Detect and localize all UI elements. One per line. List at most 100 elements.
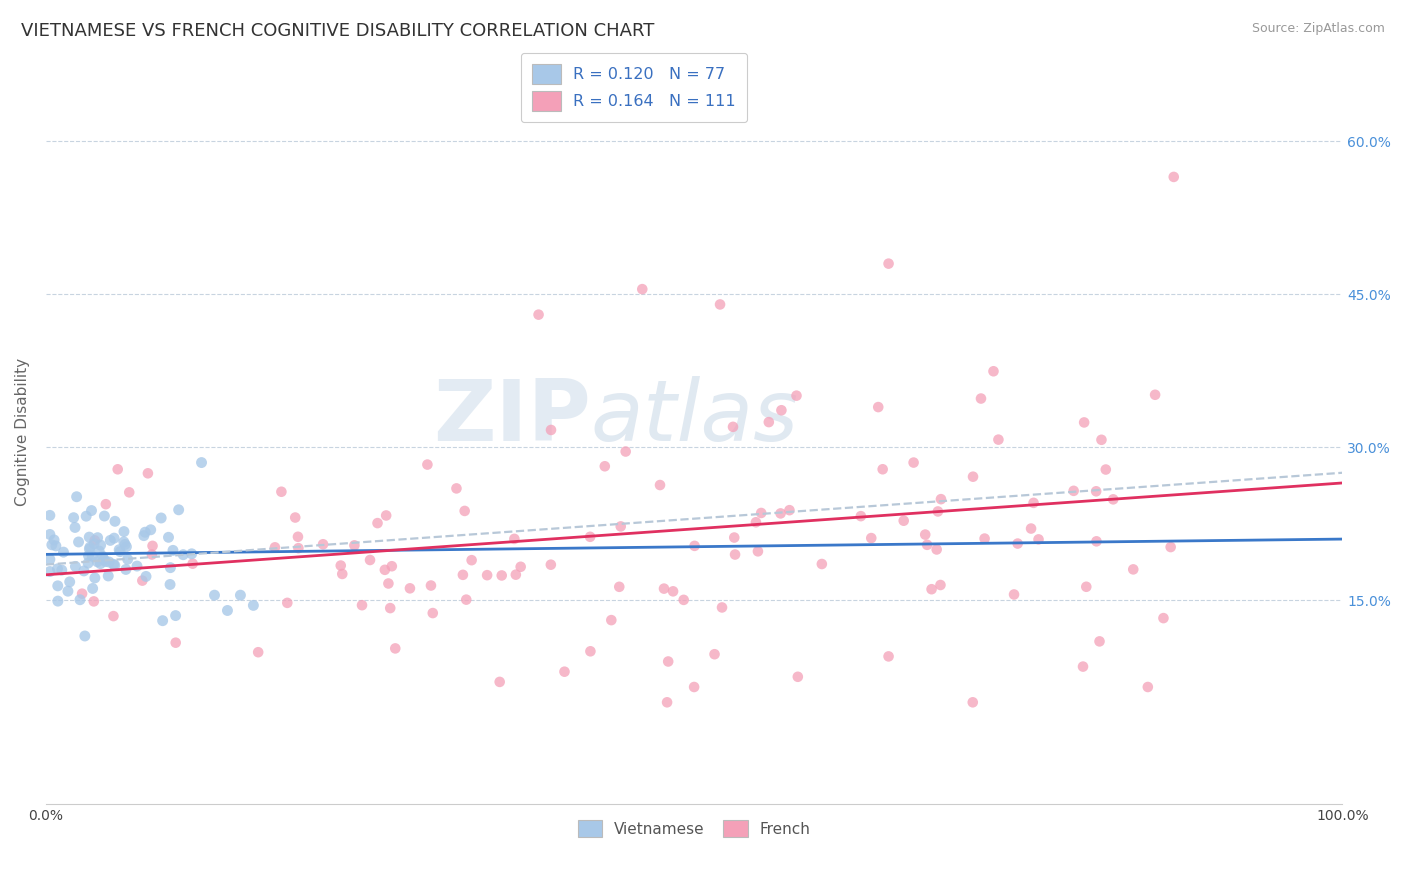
- Point: [648, 478, 671, 492]
- Point: [90, 538, 112, 552]
- Point: [82, 549, 104, 564]
- Point: [150, 511, 173, 525]
- Point: [811, 557, 834, 571]
- Point: [868, 400, 890, 414]
- Legend: Vietnamese, French: Vietnamese, French: [569, 812, 818, 845]
- Point: [159, 577, 181, 591]
- Point: [264, 541, 287, 555]
- Point: [46, 562, 69, 576]
- Point: [367, 516, 389, 530]
- Point: [59, 574, 82, 589]
- Point: [983, 364, 1005, 378]
- Point: [503, 532, 526, 546]
- Point: [962, 695, 984, 709]
- Point: [63, 520, 86, 534]
- Point: [1002, 587, 1025, 601]
- Text: atlas: atlas: [591, 376, 799, 458]
- Point: [93, 553, 115, 567]
- Point: [491, 568, 513, 582]
- Point: [778, 503, 800, 517]
- Point: [749, 506, 772, 520]
- Point: [229, 588, 252, 602]
- Point: [343, 538, 366, 552]
- Point: [914, 527, 936, 541]
- Point: [115, 562, 138, 576]
- Point: [134, 525, 156, 540]
- Y-axis label: Cognitive Disability: Cognitive Disability: [15, 358, 30, 506]
- Point: [41, 538, 63, 552]
- Point: [104, 558, 127, 573]
- Point: [786, 670, 808, 684]
- Point: [180, 547, 202, 561]
- Point: [872, 462, 894, 476]
- Point: [475, 568, 498, 582]
- Point: [849, 509, 872, 524]
- Point: [1160, 540, 1182, 554]
- Point: [91, 549, 114, 564]
- Point: [927, 504, 949, 518]
- Point: [287, 541, 309, 556]
- Point: [593, 459, 616, 474]
- Point: [108, 542, 131, 557]
- Point: [38, 527, 60, 541]
- Point: [329, 558, 352, 573]
- Point: [683, 539, 706, 553]
- Point: [527, 308, 550, 322]
- Point: [103, 558, 125, 572]
- Point: [1144, 388, 1167, 402]
- Point: [98, 555, 121, 569]
- Point: [1090, 433, 1112, 447]
- Point: [1028, 533, 1050, 547]
- Point: [131, 574, 153, 588]
- Point: [453, 504, 475, 518]
- Point: [167, 503, 190, 517]
- Point: [374, 563, 396, 577]
- Point: [83, 571, 105, 585]
- Text: Source: ZipAtlas.com: Source: ZipAtlas.com: [1251, 22, 1385, 36]
- Point: [381, 559, 404, 574]
- Point: [94, 555, 117, 569]
- Point: [1136, 680, 1159, 694]
- Point: [89, 544, 111, 558]
- Point: [929, 492, 952, 507]
- Point: [51, 563, 73, 577]
- Point: [655, 695, 678, 709]
- Point: [1022, 496, 1045, 510]
- Point: [1007, 536, 1029, 550]
- Point: [132, 528, 155, 542]
- Point: [287, 530, 309, 544]
- Point: [115, 540, 138, 554]
- Point: [877, 257, 900, 271]
- Point: [745, 515, 768, 529]
- Point: [204, 588, 226, 602]
- Point: [1019, 522, 1042, 536]
- Point: [330, 566, 353, 581]
- Point: [1076, 580, 1098, 594]
- Point: [165, 635, 187, 649]
- Point: [758, 415, 780, 429]
- Point: [159, 560, 181, 574]
- Point: [73, 629, 96, 643]
- Point: [46, 579, 69, 593]
- Point: [108, 544, 131, 558]
- Point: [46, 594, 69, 608]
- Text: ZIP: ZIP: [433, 376, 591, 458]
- Point: [375, 508, 398, 523]
- Point: [114, 537, 136, 551]
- Point: [451, 567, 474, 582]
- Point: [276, 596, 298, 610]
- Point: [652, 582, 675, 596]
- Point: [893, 514, 915, 528]
- Point: [62, 510, 84, 524]
- Point: [70, 587, 93, 601]
- Point: [1071, 659, 1094, 673]
- Point: [359, 553, 381, 567]
- Point: [93, 509, 115, 524]
- Point: [422, 606, 444, 620]
- Point: [117, 552, 139, 566]
- Point: [747, 544, 769, 558]
- Point: [83, 537, 105, 551]
- Point: [157, 530, 180, 544]
- Point: [925, 542, 948, 557]
- Point: [614, 444, 637, 458]
